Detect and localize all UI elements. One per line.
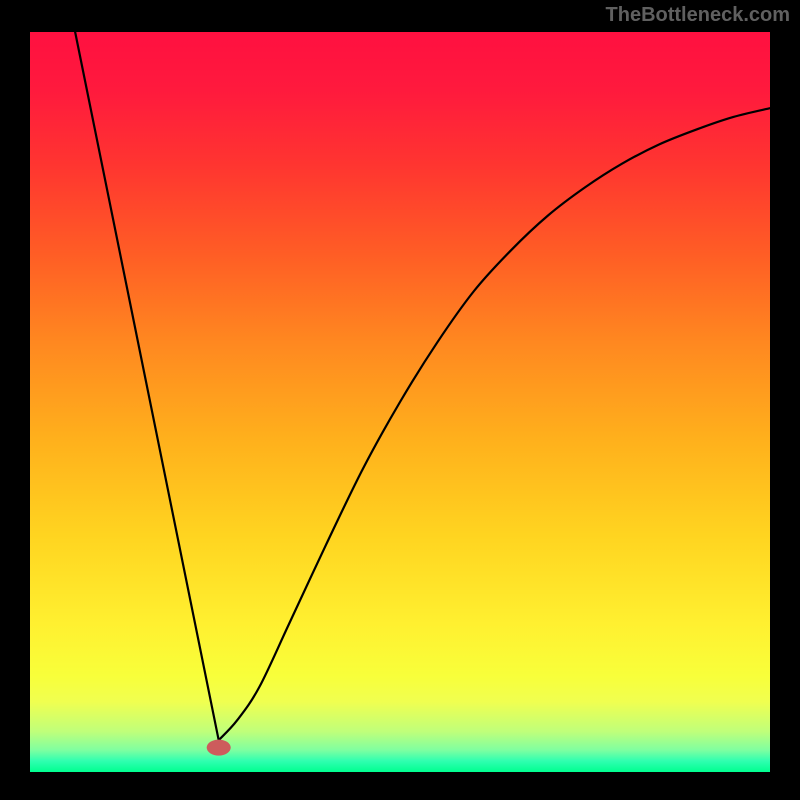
chart-svg [0,0,800,800]
chart-container: TheBottleneck.com [0,0,800,800]
minimum-marker [207,740,231,756]
attribution-text: TheBottleneck.com [606,4,790,27]
